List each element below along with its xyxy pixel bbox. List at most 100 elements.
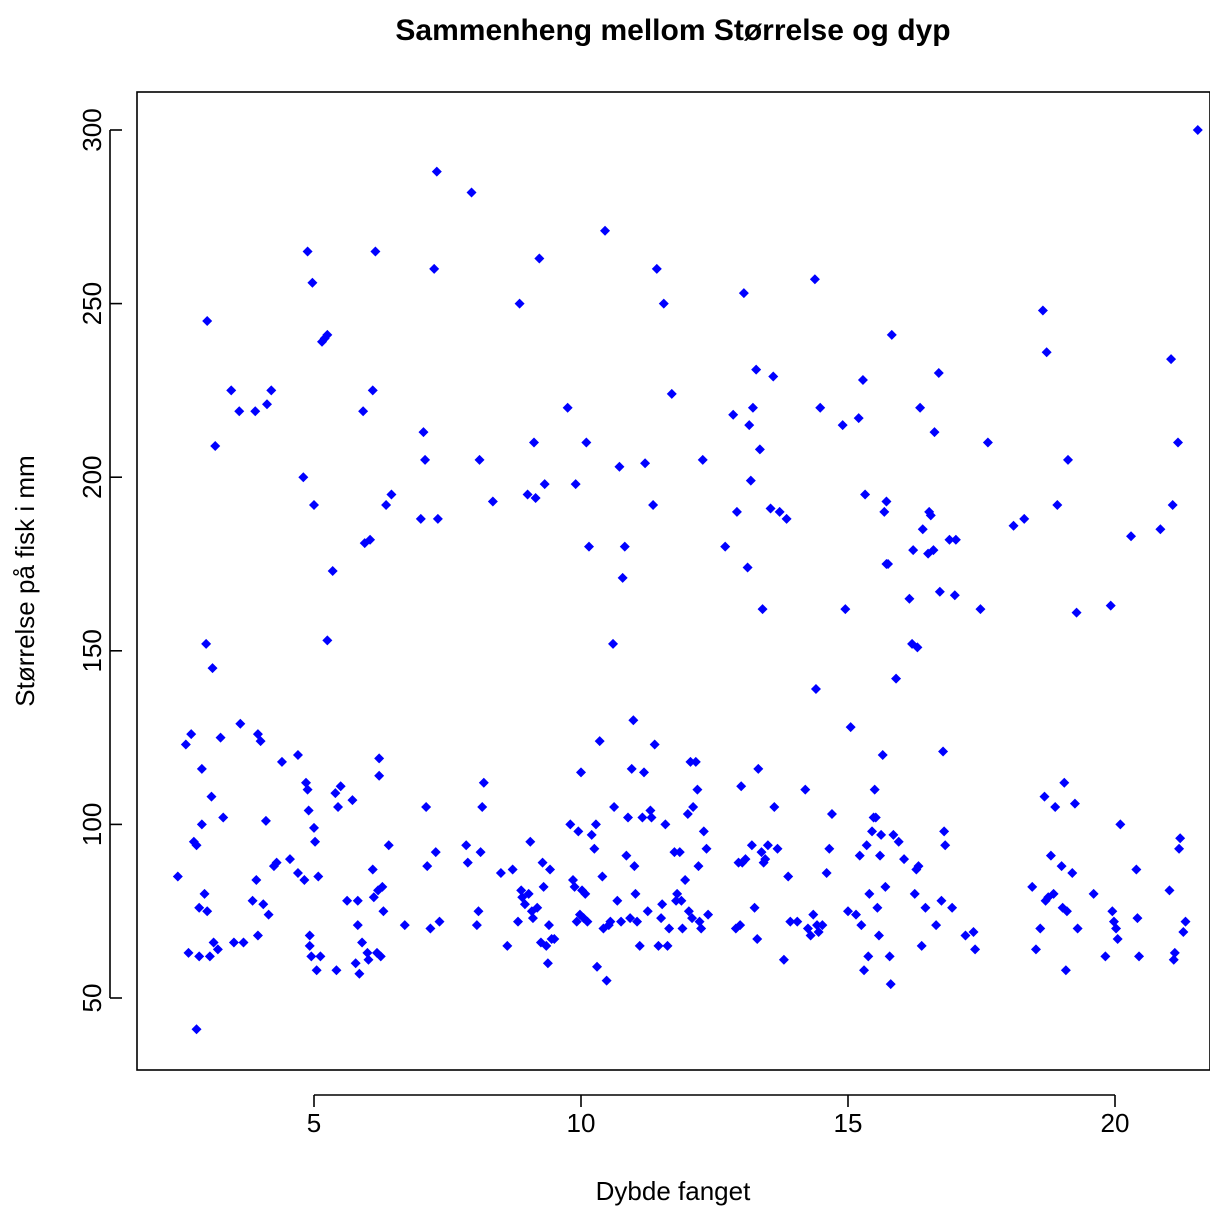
data-point	[378, 906, 389, 917]
data-point	[584, 541, 595, 552]
data-point	[487, 496, 498, 507]
data-point	[1063, 454, 1074, 465]
data-point	[565, 819, 576, 830]
data-point	[749, 902, 760, 913]
data-point	[649, 739, 660, 750]
data-point	[1059, 777, 1070, 788]
data-point	[530, 493, 541, 504]
y-tick-label: 250	[77, 282, 107, 325]
data-point	[760, 854, 771, 865]
data-point	[199, 888, 210, 899]
data-point	[690, 756, 701, 767]
data-point	[335, 781, 346, 792]
data-point	[462, 857, 473, 868]
data-point	[471, 920, 482, 931]
data-point	[251, 874, 262, 885]
data-point	[920, 902, 931, 913]
data-point	[660, 819, 671, 830]
data-point	[694, 916, 705, 927]
data-point	[928, 545, 939, 556]
data-point	[418, 427, 429, 438]
data-point	[769, 802, 780, 813]
data-point	[742, 562, 753, 573]
data-point	[352, 895, 363, 906]
data-point	[304, 940, 315, 951]
data-point	[581, 437, 592, 448]
data-point	[917, 524, 928, 535]
data-point	[909, 888, 920, 899]
data-point	[792, 916, 803, 927]
data-point	[375, 951, 386, 962]
data-point	[774, 506, 785, 517]
data-point	[571, 916, 582, 927]
data-point	[939, 826, 950, 837]
data-point	[238, 937, 249, 948]
data-point	[970, 944, 981, 955]
data-point	[1192, 125, 1203, 135]
y-axis: 50 100 150 200 250 300	[77, 108, 122, 1012]
data-point	[1115, 819, 1126, 830]
data-point	[876, 829, 887, 840]
data-point	[202, 315, 213, 326]
data-point	[856, 920, 867, 931]
data-point	[234, 406, 245, 417]
data-point	[519, 899, 530, 910]
data-point	[745, 475, 756, 486]
data-point	[863, 951, 874, 962]
data-point	[263, 909, 274, 920]
data-point	[374, 753, 385, 764]
data-point	[781, 513, 792, 524]
data-point	[1174, 843, 1185, 854]
data-point	[399, 920, 410, 931]
data-point	[545, 864, 556, 875]
data-point	[425, 923, 436, 934]
data-point	[342, 895, 353, 906]
data-point	[310, 836, 321, 847]
data-point	[1069, 798, 1080, 809]
data-point	[931, 920, 942, 931]
data-point	[1155, 524, 1166, 535]
data-point	[1048, 888, 1059, 899]
data-point	[363, 954, 374, 965]
data-point	[327, 565, 338, 576]
data-point	[908, 545, 919, 556]
data-point	[1105, 600, 1116, 611]
data-point	[1039, 791, 1050, 802]
data-point	[657, 899, 668, 910]
data-point	[938, 746, 949, 757]
data-point	[354, 968, 365, 979]
data-point	[315, 951, 326, 962]
data-point	[201, 638, 212, 649]
data-point	[669, 847, 680, 858]
data-point	[859, 965, 870, 976]
data-point	[586, 829, 597, 840]
data-point	[235, 718, 246, 729]
data-point	[904, 593, 915, 604]
data-point	[430, 847, 441, 858]
data-point	[362, 947, 373, 958]
data-point	[1030, 944, 1041, 955]
data-point	[432, 513, 443, 524]
data-point	[228, 937, 239, 948]
data-point	[202, 906, 213, 917]
data-point	[191, 1024, 202, 1035]
data-point	[738, 288, 749, 299]
data-point	[720, 541, 731, 552]
data-point	[1168, 954, 1179, 965]
data-point	[645, 805, 656, 816]
data-point	[532, 902, 543, 913]
data-point	[1100, 951, 1111, 962]
data-point	[516, 885, 527, 896]
data-point	[870, 812, 881, 823]
data-point	[1126, 531, 1137, 542]
data-point	[367, 385, 378, 396]
data-point	[629, 861, 640, 872]
plot-frame	[136, 91, 1210, 1071]
data-point	[626, 763, 637, 774]
data-point	[1056, 861, 1067, 872]
data-point	[350, 958, 361, 969]
data-point	[374, 770, 385, 781]
data-point	[843, 906, 853, 917]
data-point	[461, 840, 472, 851]
data-point	[292, 868, 303, 879]
